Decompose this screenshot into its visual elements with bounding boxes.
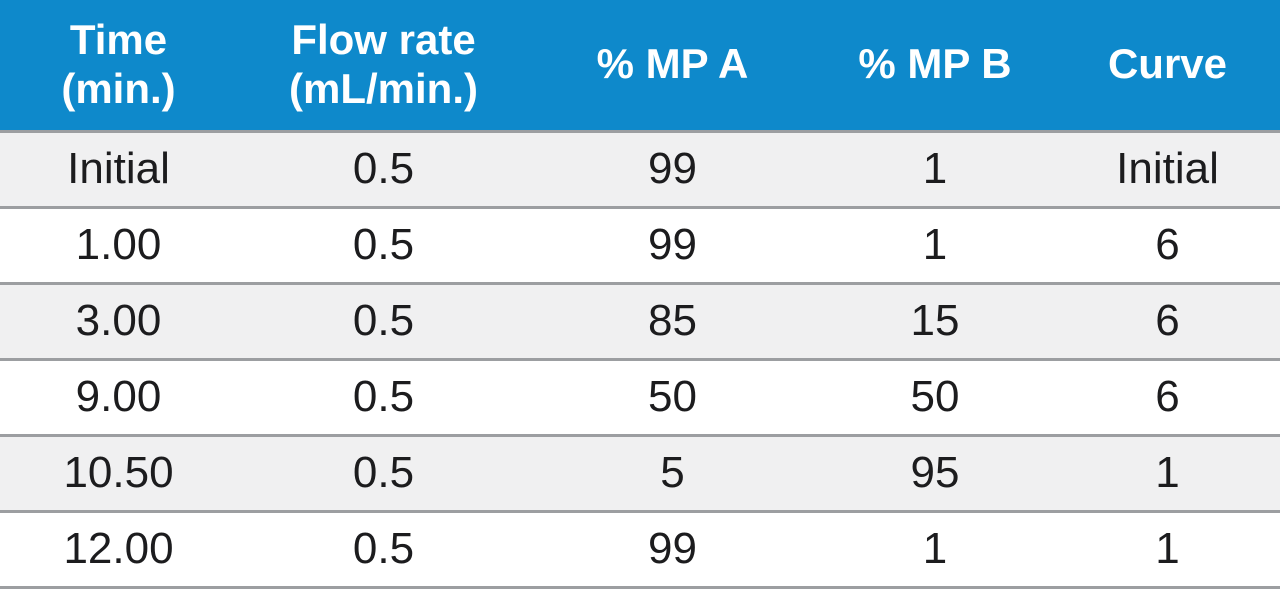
cell-time: 10.50 (0, 435, 237, 513)
cell-time: 12.00 (0, 511, 237, 589)
table-row: 10.50 0.5 5 95 1 (0, 435, 1280, 513)
cell-flow-rate: 0.5 (237, 207, 530, 285)
cell-flow-rate: 0.5 (237, 131, 530, 209)
cell-curve: 1 (1055, 511, 1280, 589)
cell-mp-a: 99 (530, 511, 815, 589)
table-row: 9.00 0.5 50 50 6 (0, 359, 1280, 437)
col-header-mp-a: % MP A (530, 0, 815, 133)
cell-mp-a: 99 (530, 207, 815, 285)
cell-curve: Initial (1055, 131, 1280, 209)
cell-time: 3.00 (0, 283, 237, 361)
cell-mp-a: 5 (530, 435, 815, 513)
col-header-mp-b: % MP B (815, 0, 1055, 133)
cell-flow-rate: 0.5 (237, 511, 530, 589)
cell-flow-rate: 0.5 (237, 359, 530, 437)
header-row: Time (min.) Flow rate (mL/min.) % MP A %… (0, 0, 1280, 133)
cell-time: 9.00 (0, 359, 237, 437)
cell-mp-b: 1 (815, 511, 1055, 589)
col-header-curve: Curve (1055, 0, 1280, 133)
table-row: Initial 0.5 99 1 Initial (0, 131, 1280, 209)
cell-curve: 6 (1055, 359, 1280, 437)
cell-time: 1.00 (0, 207, 237, 285)
cell-mp-a: 99 (530, 131, 815, 209)
col-header-time: Time (min.) (0, 0, 237, 133)
table-row: 3.00 0.5 85 15 6 (0, 283, 1280, 361)
cell-flow-rate: 0.5 (237, 435, 530, 513)
col-header-flow-rate: Flow rate (mL/min.) (237, 0, 530, 133)
cell-flow-rate: 0.5 (237, 283, 530, 361)
cell-time: Initial (0, 131, 237, 209)
gradient-table: Time (min.) Flow rate (mL/min.) % MP A %… (0, 0, 1280, 589)
cell-mp-b: 95 (815, 435, 1055, 513)
cell-mp-b: 15 (815, 283, 1055, 361)
cell-curve: 1 (1055, 435, 1280, 513)
cell-mp-b: 1 (815, 207, 1055, 285)
cell-curve: 6 (1055, 283, 1280, 361)
cell-curve: 6 (1055, 207, 1280, 285)
table-row: 1.00 0.5 99 1 6 (0, 207, 1280, 285)
cell-mp-b: 50 (815, 359, 1055, 437)
cell-mp-b: 1 (815, 131, 1055, 209)
table-row: 12.00 0.5 99 1 1 (0, 511, 1280, 589)
cell-mp-a: 85 (530, 283, 815, 361)
cell-mp-a: 50 (530, 359, 815, 437)
